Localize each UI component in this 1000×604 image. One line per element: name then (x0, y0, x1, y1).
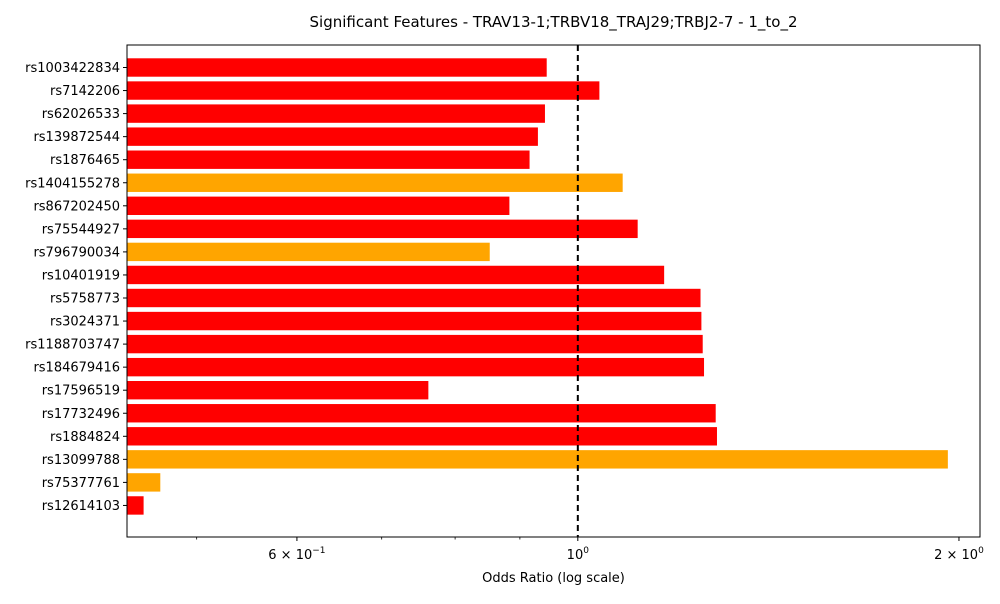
y-tick-label: rs5758773 (50, 292, 120, 307)
y-tick-label: rs17732496 (42, 407, 120, 422)
y-tick-label: rs139872544 (33, 130, 120, 145)
y-tick-label: rs62026533 (42, 107, 120, 122)
bar-rs13099788 (127, 450, 948, 469)
y-tick-label: rs867202450 (33, 199, 120, 214)
bar-rs10401919 (127, 265, 665, 285)
x-ticks: 6 × 10−1 100 2 × 100 (196, 537, 984, 563)
y-tick-label: rs1884824 (50, 430, 120, 445)
bar-rs17596519 (127, 381, 429, 400)
bar-rs17732496 (127, 404, 716, 423)
bar-rs7142206 (127, 81, 600, 100)
plot-frame (126, 44, 981, 538)
x-tick-label: 2 × 100 (934, 546, 984, 563)
y-tick-label: rs75544927 (42, 222, 120, 237)
chart-title: Significant Features - TRAV13-1;TRBV18_T… (310, 13, 798, 32)
y-tick-label: rs184679416 (33, 361, 120, 376)
y-tick-label: rs12614103 (42, 499, 120, 514)
y-tick-labels: rs1003422834 rs7142206 rs62026533 rs1398725… (25, 61, 127, 514)
y-tick-label: rs1404155278 (25, 176, 120, 191)
bar-rs1884824 (127, 427, 717, 446)
bar-rs75544927 (127, 219, 638, 239)
y-tick-label: rs796790034 (33, 245, 120, 260)
bar-rs1876465 (127, 150, 530, 169)
y-tick-label: rs13099788 (42, 453, 120, 468)
bar-rs1188703747 (127, 334, 703, 354)
x-axis-label: Odds Ratio (log scale) (482, 571, 625, 586)
bar-rs62026533 (127, 104, 545, 123)
bar-rs1404155278 (127, 173, 623, 192)
y-tick-label: rs3024371 (50, 315, 120, 330)
bar-rs12614103 (127, 496, 144, 515)
y-tick-label: rs17596519 (42, 384, 120, 399)
bar-rs3024371 (127, 311, 702, 331)
bars-layer (127, 58, 948, 515)
y-tick-label: rs1003422834 (25, 61, 120, 76)
y-tick-label: rs7142206 (50, 84, 120, 99)
y-tick-label: rs1876465 (50, 153, 120, 168)
bar-rs1003422834 (127, 58, 547, 77)
bar-rs796790034 (127, 242, 490, 262)
bar-rs867202450 (127, 196, 510, 215)
x-tick-label: 100 (567, 546, 590, 563)
bar-rs5758773 (127, 288, 701, 308)
y-tick-label: rs10401919 (42, 268, 120, 283)
x-tick-label: 6 × 10−1 (268, 546, 325, 563)
bar-rs139872544 (127, 127, 538, 146)
y-tick-label: rs75377761 (42, 476, 120, 491)
y-tick-label: rs1188703747 (25, 338, 120, 353)
bar-rs184679416 (127, 357, 705, 377)
bar-rs75377761 (127, 473, 161, 492)
